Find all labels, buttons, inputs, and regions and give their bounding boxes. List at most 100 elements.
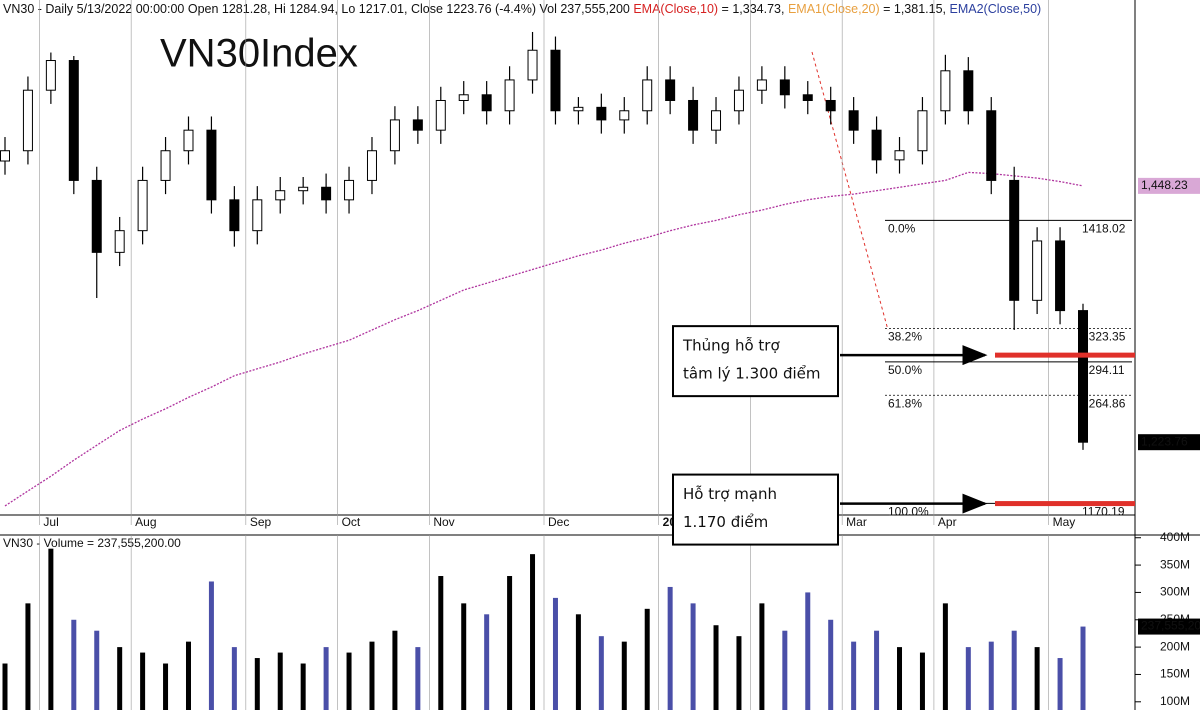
volume-bar	[484, 614, 490, 710]
volume-bar	[323, 647, 329, 710]
x-tick-label: Nov	[433, 515, 454, 529]
candle-body	[642, 79, 653, 112]
x-tick-label: May	[1053, 515, 1076, 529]
price-tag-label: 1,223.76	[1141, 434, 1188, 448]
volume-bar	[117, 647, 123, 710]
fib-ratio-label: 0.0%	[888, 222, 916, 236]
candle-body	[1078, 310, 1088, 443]
volume-bar	[965, 647, 971, 710]
header-part: EMA(Close,10)	[633, 2, 718, 16]
fib-price-label: 1264.86	[1082, 396, 1126, 410]
volume-bar	[140, 652, 146, 710]
annotation-box	[672, 325, 839, 398]
candle-body	[252, 199, 263, 232]
volume-bar	[621, 641, 627, 710]
candle-body	[619, 110, 630, 121]
candle-body	[91, 179, 102, 253]
volume-bar	[1011, 630, 1017, 710]
candle-body	[458, 94, 469, 101]
candle-body	[206, 129, 217, 201]
candle-body	[412, 119, 423, 131]
candle-body	[665, 79, 676, 101]
volume-bar	[1080, 626, 1086, 710]
annotation-text: 1.170 điểm	[683, 513, 768, 531]
volume-bar	[438, 576, 444, 710]
candle-body	[481, 94, 492, 112]
volume-bar	[231, 647, 237, 710]
fib-trend-line	[811, 51, 889, 331]
volume-bar	[2, 663, 8, 710]
candle-body	[688, 99, 699, 131]
fib-ratio-label: 100.0%	[888, 505, 929, 519]
candle-body	[1009, 179, 1020, 301]
price-tag-label: 1,448.23	[1141, 178, 1188, 192]
volume-bar	[942, 603, 948, 710]
x-tick-label: Jul	[43, 515, 58, 529]
annotation-text: Hỗ trợ mạnh	[683, 485, 777, 503]
volume-bar	[828, 619, 834, 710]
fib-ratio-label: 50.0%	[888, 363, 922, 377]
fib-price-label: 1323.35	[1082, 330, 1126, 344]
candle-body	[114, 230, 125, 253]
y-tick-label: 150M	[1160, 667, 1190, 681]
volume-bar	[300, 663, 306, 710]
candle-body	[802, 94, 813, 101]
header: VN30 - Daily 5/13/2022 00:00:00 Open 128…	[3, 2, 1041, 16]
fib-price-label: 1418.02	[1082, 222, 1126, 236]
header-part: EMA2(Close,50)	[950, 2, 1042, 16]
candle-body	[504, 79, 515, 112]
fib-price-label: 1170.19	[1082, 505, 1125, 519]
volume-bar	[874, 630, 880, 710]
x-tick-label: Apr	[938, 515, 957, 529]
volume-bar	[805, 592, 811, 710]
chart-title: VN30Index	[160, 32, 358, 76]
candle-body	[848, 110, 859, 131]
volume-bar	[25, 603, 31, 710]
volume-bar	[575, 614, 581, 710]
candle-body	[527, 49, 538, 81]
price-tag	[1138, 434, 1200, 451]
y-tick-label: 400M	[1160, 530, 1190, 544]
volume-bar	[759, 603, 765, 710]
volume-bar	[667, 586, 673, 710]
candle-body	[321, 186, 332, 201]
volume-bar	[1034, 647, 1040, 710]
volume-bar	[988, 641, 994, 710]
volume-bar	[346, 652, 352, 710]
x-tick-label: Dec	[548, 515, 569, 529]
candle-body	[756, 79, 767, 91]
candle-body	[435, 99, 446, 131]
candle-body	[298, 186, 309, 192]
fib-ratio-label: 61.8%	[888, 396, 922, 410]
header-part: EMA1(Close,20)	[788, 2, 880, 16]
candle-body	[940, 70, 951, 112]
price-tag	[1138, 177, 1200, 194]
candle-body	[1055, 240, 1066, 312]
volume-bar	[690, 603, 696, 710]
candle-body	[779, 79, 790, 96]
volume-bar	[851, 641, 857, 710]
candle-body	[596, 106, 607, 121]
volume-bar	[254, 658, 260, 710]
candle-body	[160, 150, 171, 181]
volume-bar	[530, 554, 536, 710]
volume-bar	[48, 548, 54, 710]
x-tick-label: Sep	[250, 515, 272, 529]
candle-body	[733, 89, 744, 112]
candle-body	[45, 60, 56, 91]
volume-bar	[461, 603, 467, 710]
y-tick-label: 300M	[1160, 585, 1190, 599]
candle-body	[917, 110, 928, 152]
candle-body	[229, 199, 240, 232]
volume-bar	[163, 663, 169, 710]
volume-bar	[71, 619, 77, 710]
candle-body	[871, 129, 882, 161]
volume-bar	[507, 576, 513, 710]
header-part: VN30 - Daily 5/13/2022 00:00:00 Open 128…	[3, 2, 633, 16]
fib-ratio-label: 38.2%	[888, 330, 922, 344]
candle-body	[389, 119, 400, 152]
fib-price-label: 1294.11	[1082, 363, 1125, 377]
volume-bar	[897, 647, 903, 710]
